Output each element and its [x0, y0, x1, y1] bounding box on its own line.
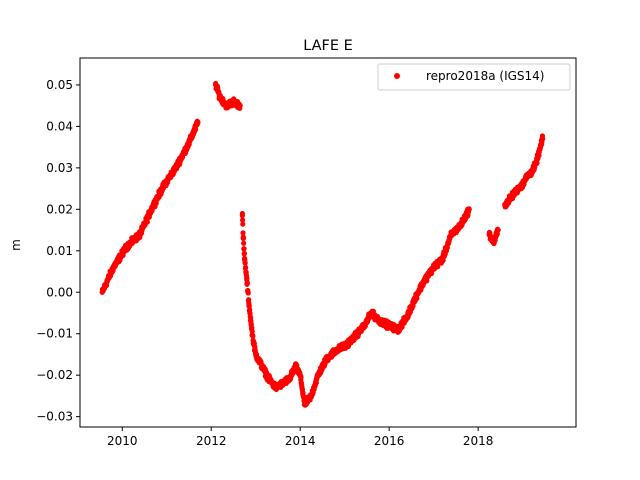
x-tick-label: 2010: [107, 434, 138, 448]
legend: repro2018a (IGS14): [377, 63, 571, 91]
data-point: [144, 219, 150, 225]
data-point: [240, 221, 246, 227]
y-tick-label: 0.01: [46, 244, 73, 258]
data-point: [239, 217, 246, 223]
y-axis-ticks: −0.03 −0.02 −0.01 0.00 0.01 0.02 0.03 0.04 0.05: [36, 78, 80, 424]
y-axis-label: m: [9, 239, 23, 251]
y-tick-label: 0.02: [46, 202, 73, 216]
x-tick-label: 2018: [463, 434, 494, 448]
data-point: [298, 374, 304, 380]
x-tick-label: 2014: [285, 434, 316, 448]
data-point: [195, 120, 201, 126]
data-point: [240, 235, 247, 241]
data-point: [466, 206, 472, 212]
data-point: [534, 160, 540, 166]
y-tick-label: −0.03: [36, 410, 73, 424]
data-point: [240, 230, 246, 236]
y-tick-label: −0.02: [36, 368, 73, 382]
data-point: [249, 328, 255, 335]
data-point: [495, 226, 501, 233]
data-point: [440, 257, 446, 263]
data-point: [243, 264, 249, 270]
data-point: [245, 290, 251, 296]
data-point: [313, 380, 319, 386]
data-point: [242, 260, 248, 266]
x-axis-ticks: 2010 2012 2014 2016 2018: [107, 427, 493, 448]
legend-marker: [394, 73, 400, 79]
y-tick-label: 0.05: [46, 78, 73, 92]
data-point: [244, 275, 250, 281]
x-tick-label: 2012: [196, 434, 227, 448]
data-point: [539, 133, 546, 139]
data-points: [99, 80, 546, 408]
data-point: [244, 280, 251, 286]
x-tick-label: 2016: [374, 434, 405, 448]
plot-frame: [79, 57, 577, 428]
data-point: [241, 250, 248, 256]
data-point: [193, 126, 199, 133]
y-tick-label: 0.03: [46, 161, 73, 175]
data-point: [429, 270, 435, 277]
data-point: [414, 295, 420, 301]
chart-title: LAFE E: [303, 38, 353, 54]
data-point: [250, 333, 256, 339]
data-point: [241, 240, 247, 246]
y-tick-label: 0.00: [46, 285, 73, 299]
y-tick-label: 0.04: [46, 119, 73, 133]
legend-label: repro2018a (IGS14): [426, 69, 544, 83]
data-point: [237, 102, 243, 108]
data-point: [239, 213, 245, 219]
legend-box: [377, 63, 571, 91]
y-tick-label: −0.01: [36, 327, 73, 341]
data-point: [241, 246, 247, 252]
